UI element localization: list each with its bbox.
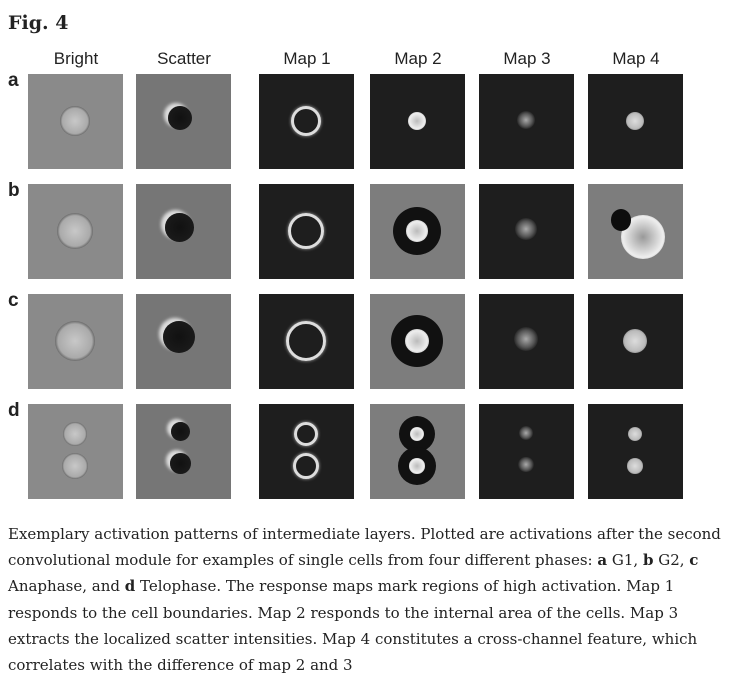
cell-feature	[406, 220, 428, 242]
cell-feature	[518, 456, 534, 473]
column-header-map3: Map 3	[503, 49, 551, 68]
micrograph-c-scatter	[136, 294, 231, 389]
row-label-c: c	[8, 290, 19, 311]
micrograph-c-map2	[370, 294, 465, 389]
micrograph-a-map4	[588, 74, 683, 169]
cell-feature	[288, 213, 324, 249]
micrograph-d-scatter	[136, 404, 231, 499]
caption-label-c: c	[689, 551, 699, 570]
micrograph-b-scatter	[136, 184, 231, 279]
column-header-map2: Map 2	[394, 49, 442, 68]
cell-feature	[293, 453, 319, 479]
cell-feature	[409, 458, 425, 474]
micrograph-d-map4	[588, 404, 683, 499]
caption-label-b: b	[642, 551, 654, 570]
cell-feature	[165, 213, 194, 242]
caption-text-a: G1,	[607, 551, 643, 570]
cell-feature	[611, 209, 631, 231]
micrograph-b-map3	[479, 184, 574, 279]
caption-label-d: d	[124, 577, 136, 596]
cell-feature	[518, 425, 534, 440]
cell-feature	[286, 321, 326, 361]
cell-feature	[408, 112, 426, 130]
caption-text-d: Telophase.	[135, 577, 226, 596]
cell-feature	[60, 106, 90, 136]
cell-feature	[62, 453, 88, 479]
cell-feature	[515, 218, 537, 240]
cell-feature	[623, 329, 647, 353]
cell-feature	[163, 321, 195, 353]
column-header-map4: Map 4	[612, 49, 660, 68]
cell-feature	[171, 422, 191, 442]
micrograph-c-bright	[28, 294, 123, 389]
cell-feature	[405, 329, 429, 353]
cell-feature	[627, 426, 643, 442]
row-label-a: a	[8, 70, 19, 91]
column-header-map1: Map 1	[283, 49, 331, 68]
micrograph-d-map2	[370, 404, 465, 499]
micrograph-c-map1	[259, 294, 354, 389]
column-header-bright: Bright	[53, 49, 99, 68]
cell-feature	[627, 458, 643, 474]
cell-feature	[57, 213, 93, 249]
micrograph-a-scatter	[136, 74, 231, 169]
cell-feature	[294, 422, 318, 446]
cell-feature	[517, 110, 535, 129]
micrograph-a-bright	[28, 74, 123, 169]
caption-text-b: G2,	[653, 551, 690, 570]
micrograph-d-map1	[259, 404, 354, 499]
micrograph-d-bright	[28, 404, 123, 499]
caption-text-c: Anaphase, and	[8, 577, 125, 596]
micrograph-b-bright	[28, 184, 123, 279]
cell-feature	[291, 106, 321, 136]
caption-rest: The response maps mark regions of high a…	[8, 577, 698, 675]
micrograph-a-map3	[479, 74, 574, 169]
micrograph-c-map4	[588, 294, 683, 389]
caption-intro: Exemplary activation patterns of interme…	[8, 525, 721, 570]
micrograph-b-map1	[259, 184, 354, 279]
cell-feature	[409, 426, 425, 442]
micrograph-d-map3	[479, 404, 574, 499]
caption-label-a: a	[597, 551, 608, 570]
micrograph-b-map2	[370, 184, 465, 279]
cell-feature	[55, 321, 95, 361]
column-header-scatter: Scatter	[157, 49, 211, 68]
row-label-b: b	[8, 180, 20, 201]
figure-caption: Exemplary activation patterns of interme…	[8, 521, 728, 678]
micrograph-c-map3	[479, 294, 574, 389]
figure-title: Fig. 4	[8, 12, 69, 34]
cell-feature	[514, 327, 538, 351]
cell-feature	[626, 112, 644, 130]
cell-feature	[168, 106, 192, 130]
cell-feature	[63, 422, 87, 446]
micrograph-a-map2	[370, 74, 465, 169]
micrograph-b-map4	[588, 184, 683, 279]
micrograph-a-map1	[259, 74, 354, 169]
cell-feature	[170, 453, 191, 474]
row-label-d: d	[8, 400, 20, 421]
